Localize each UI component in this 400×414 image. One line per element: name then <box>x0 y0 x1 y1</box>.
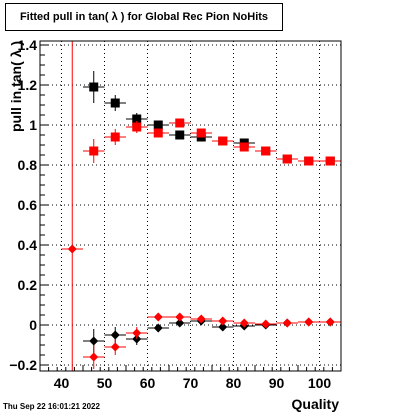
marker-diamond <box>89 336 99 346</box>
marker-diamond <box>89 352 99 362</box>
marker-diamond <box>282 318 292 328</box>
data-point <box>169 118 191 128</box>
marker-diamond <box>304 317 314 327</box>
marker-square <box>153 128 163 138</box>
data-point <box>190 128 212 138</box>
data-point <box>126 121 148 133</box>
marker-diamond <box>153 323 163 333</box>
data-point <box>147 323 169 333</box>
data-point <box>169 130 191 140</box>
marker-square <box>175 130 185 140</box>
data-point <box>298 317 320 327</box>
marker-square <box>282 154 292 164</box>
x-tick-label: 100 <box>308 375 332 391</box>
data-point <box>83 345 105 369</box>
marker-diamond <box>175 312 185 322</box>
y-tick-label: 0.2 <box>18 277 38 293</box>
marker-diamond <box>261 319 271 329</box>
marker-square <box>89 82 99 92</box>
data-point <box>104 339 126 355</box>
plot-frame <box>39 40 342 372</box>
marker-diamond <box>110 330 120 340</box>
marker-square <box>175 118 185 128</box>
data-point <box>190 314 212 324</box>
x-tick-label: 90 <box>269 375 285 391</box>
marker-square <box>239 142 249 152</box>
data-point <box>276 154 298 164</box>
data-point <box>61 244 83 254</box>
timestamp: Thu Sep 22 16:01:21 2022 <box>3 402 100 411</box>
marker-diamond <box>175 318 185 328</box>
marker-square <box>110 132 120 142</box>
data-point <box>104 327 126 343</box>
marker-diamond <box>218 316 228 326</box>
x-tick-label: 50 <box>97 375 113 391</box>
data-point <box>212 316 234 326</box>
marker-square <box>196 128 206 138</box>
marker-diamond <box>196 314 206 324</box>
x-tick-label: 80 <box>226 375 242 391</box>
marker-square <box>132 122 142 132</box>
marker-diamond <box>132 328 142 338</box>
marker-square <box>89 146 99 156</box>
marker-diamond <box>218 322 228 332</box>
x-tick-label: 70 <box>183 375 199 391</box>
series-3 <box>61 244 341 369</box>
data-point <box>126 327 148 339</box>
y-axis-label: pull in tan( λ ) <box>8 41 24 132</box>
marker-square <box>261 146 271 156</box>
data-point <box>255 146 277 156</box>
data-point <box>212 322 234 332</box>
data-layer <box>61 71 341 369</box>
data-point <box>169 312 191 322</box>
x-tick-label: 60 <box>140 375 156 391</box>
plot-border <box>39 40 342 372</box>
marker-diamond <box>110 342 120 352</box>
y-tick-label: −0.2 <box>9 357 37 373</box>
series-1 <box>83 118 341 166</box>
y-tick-label: 1.2 <box>18 77 38 93</box>
marker-square <box>325 156 335 166</box>
marker-diamond <box>153 312 163 322</box>
marker-diamond <box>325 317 335 327</box>
data-point <box>233 142 255 152</box>
y-tick-label: 0.6 <box>18 197 38 213</box>
data-point <box>147 128 169 138</box>
x-tick-label: 40 <box>54 375 70 391</box>
y-tick-label: 0 <box>29 317 37 333</box>
x-axis-label: Quality <box>291 396 339 412</box>
marker-square <box>304 156 314 166</box>
marker-square <box>110 98 120 108</box>
marker-diamond <box>239 318 249 328</box>
data-point <box>104 95 126 111</box>
data-point <box>212 136 234 146</box>
y-tick-label: 0.8 <box>18 157 38 173</box>
data-point <box>319 317 341 327</box>
data-point <box>147 120 169 130</box>
data-point <box>276 318 298 328</box>
marker-square <box>132 114 142 124</box>
y-tick-label: 1 <box>29 117 37 133</box>
data-point <box>147 312 169 322</box>
data-point <box>319 156 341 166</box>
data-point <box>83 71 105 103</box>
y-tick-label: 0.4 <box>18 237 38 253</box>
chart-title: Fitted pull in tan( λ ) for Global Rec P… <box>19 11 269 23</box>
data-point <box>83 139 105 163</box>
axis-ticks: 40 50 60 70 80 90 100 −0.2 0 0.2 0.4 0.6 0.8 1 1.2 1.4 <box>9 37 342 391</box>
data-point <box>255 319 277 329</box>
marker-diamond <box>67 244 77 254</box>
marker-square <box>218 136 228 146</box>
data-point <box>298 156 320 166</box>
y-tick-label: 1.4 <box>18 37 38 53</box>
chart-title-box: Fitted pull in tan( λ ) for Global Rec P… <box>5 3 283 31</box>
data-point <box>104 129 126 145</box>
marker-square <box>153 120 163 130</box>
data-point <box>233 318 255 328</box>
